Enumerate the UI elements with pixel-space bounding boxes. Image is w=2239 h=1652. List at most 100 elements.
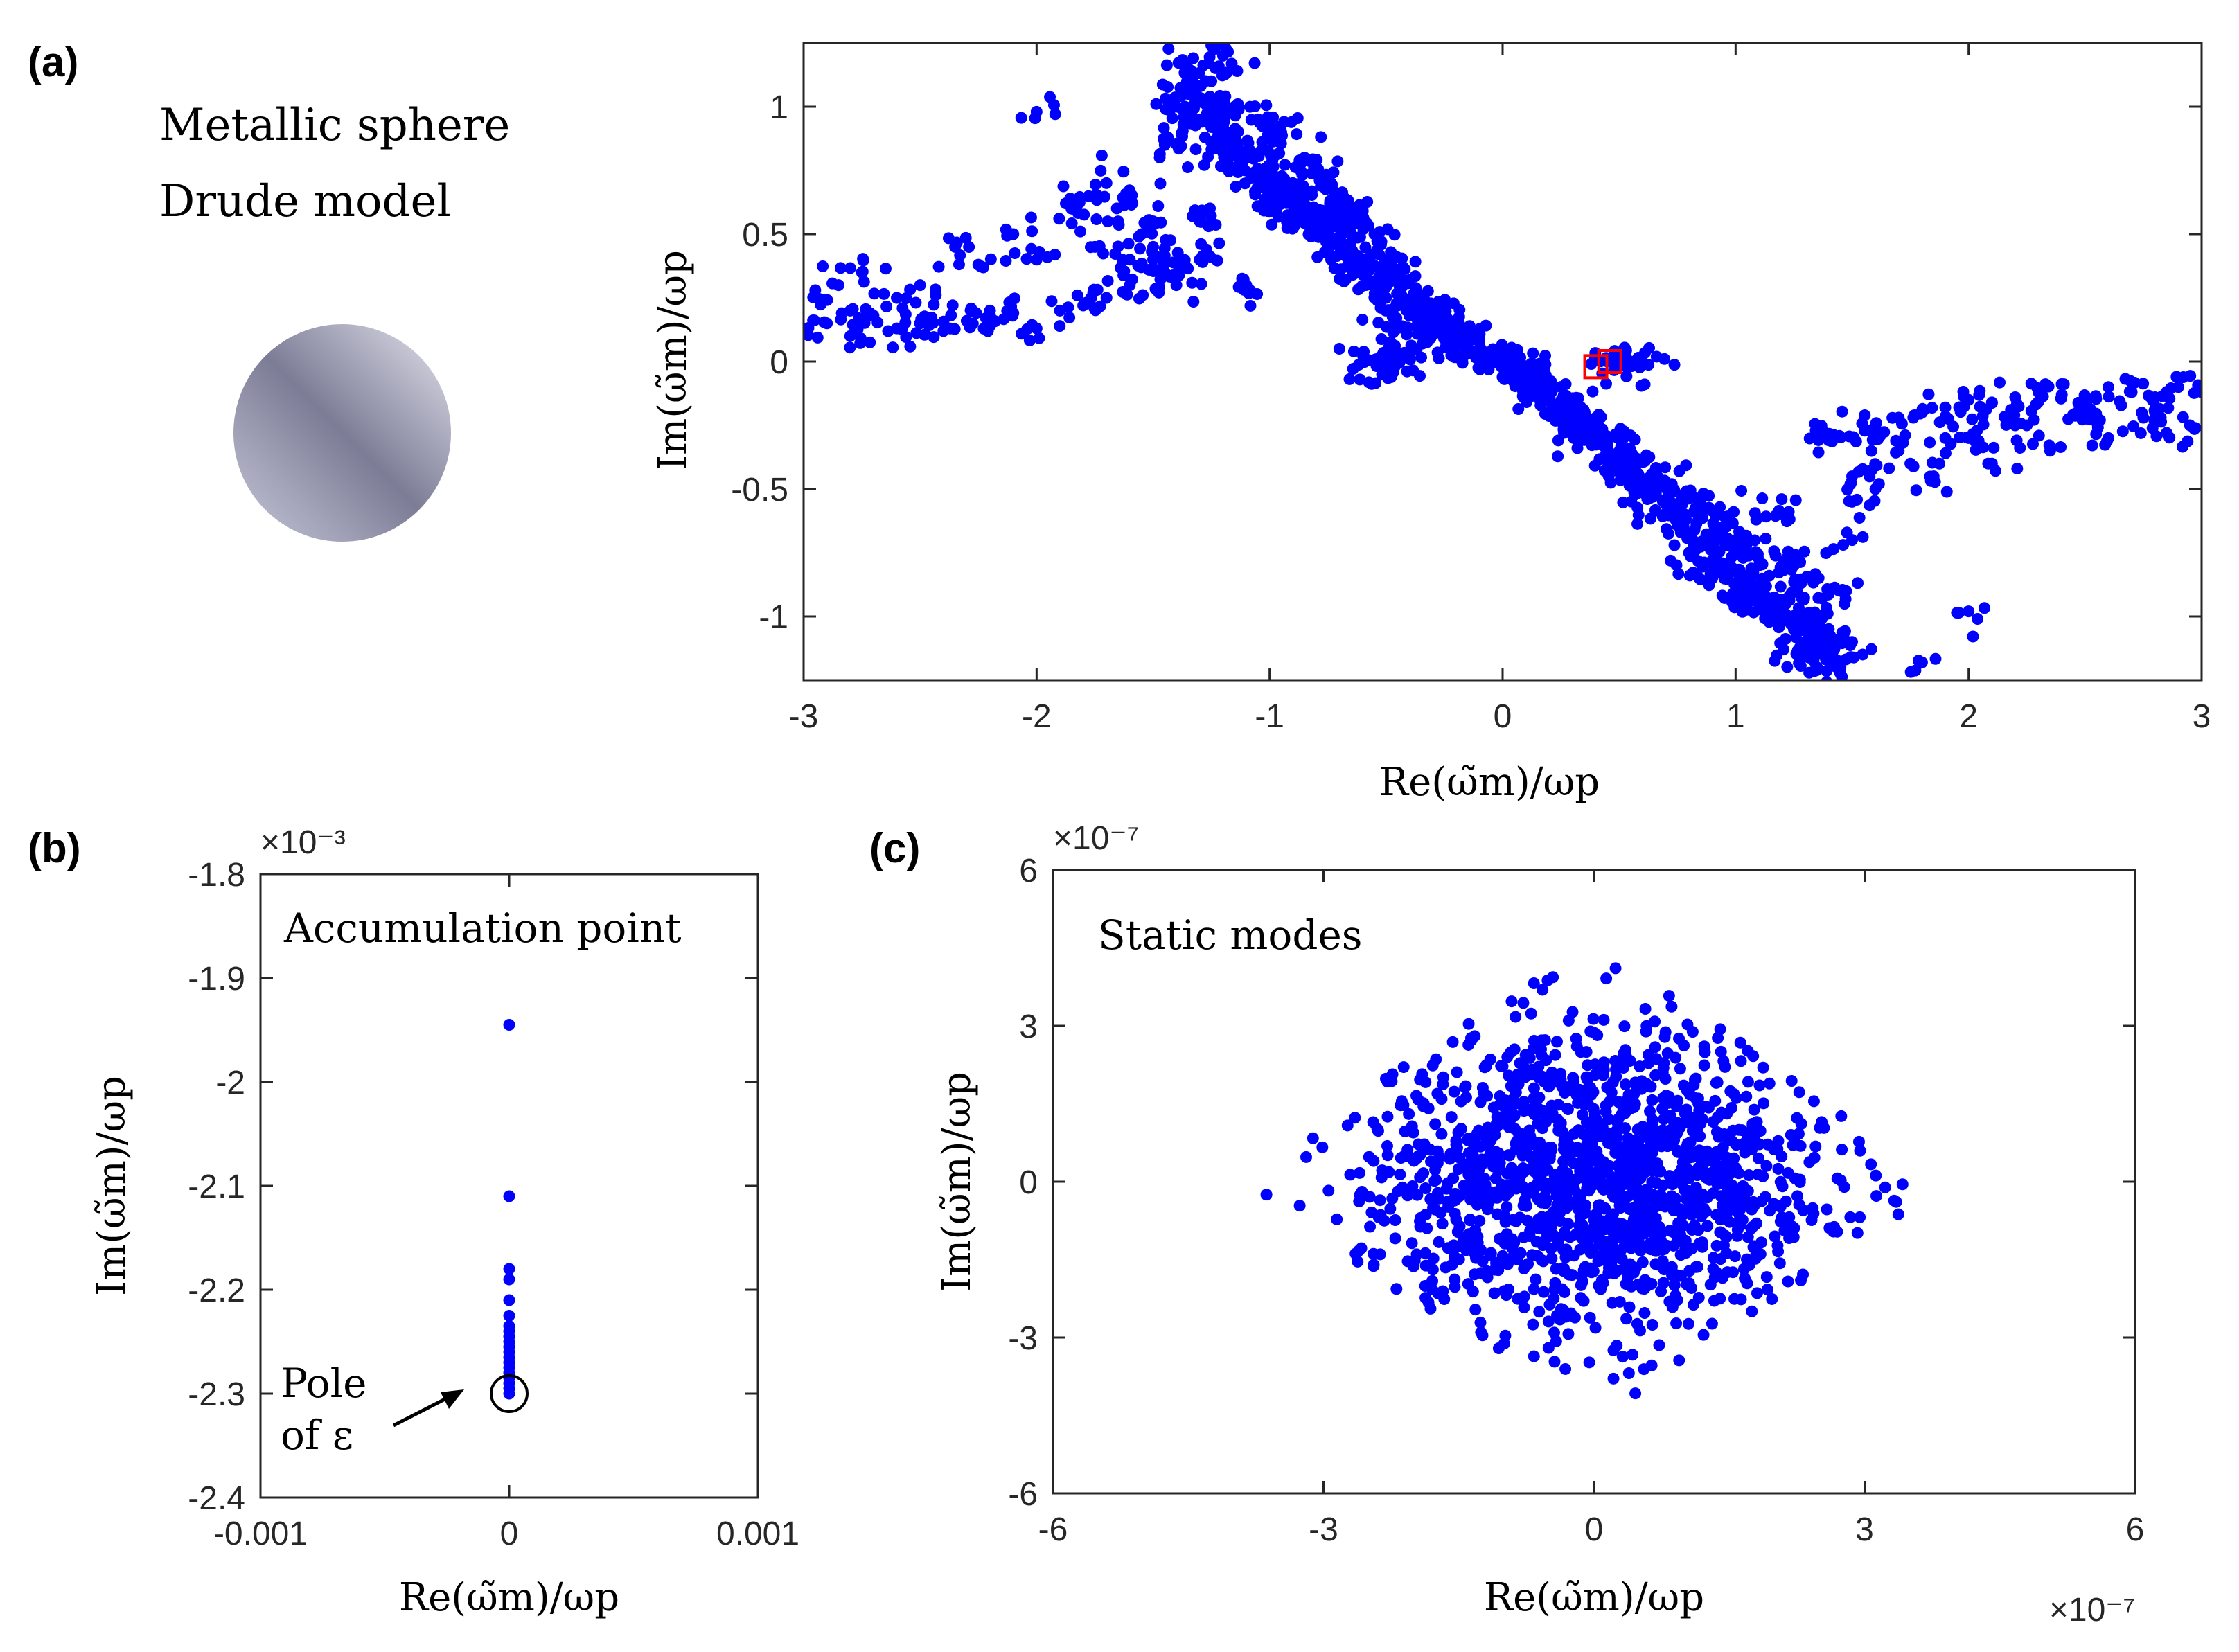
chart-a-point xyxy=(1388,349,1400,362)
chart-a-point xyxy=(1703,579,1715,592)
chart-c-point xyxy=(1663,990,1675,1002)
chart-c-point xyxy=(1627,1147,1639,1160)
chart-a-point xyxy=(1852,577,1864,589)
chart-c-point xyxy=(1543,1298,1556,1311)
chart-c-point xyxy=(1554,1207,1566,1219)
chart-c-point xyxy=(1583,1356,1595,1369)
chart-a-point xyxy=(1473,335,1485,348)
chart-a-point xyxy=(953,258,965,271)
chart-a-point xyxy=(1758,598,1770,610)
chart-c-point xyxy=(1463,1228,1476,1241)
chart-a-point xyxy=(1334,273,1346,285)
chart-a-ytick-label: 0.5 xyxy=(742,217,788,254)
chart-c-point xyxy=(1440,1261,1452,1274)
chart-a-point xyxy=(856,265,869,278)
chart-a-point xyxy=(1865,445,1877,457)
chart-c-point xyxy=(1462,1018,1475,1030)
chart-a-point xyxy=(1974,384,1986,397)
chart-a-point xyxy=(1219,43,1232,54)
chart-a-point xyxy=(1989,465,2001,477)
chart-a-point xyxy=(2043,439,2055,452)
chart-c-point xyxy=(1697,1158,1710,1171)
chart-a-point xyxy=(2055,378,2068,391)
chart-a-point xyxy=(1865,464,1877,477)
chart-c-point xyxy=(1463,1240,1476,1252)
chart-c-point xyxy=(1435,1093,1448,1105)
chart-a-point xyxy=(1266,218,1278,231)
chart-c-point xyxy=(1492,1264,1505,1277)
chart-c-point xyxy=(1406,1180,1419,1193)
chart-a-point xyxy=(1020,253,1033,265)
chart-a-point xyxy=(1774,561,1787,574)
chart-a-point xyxy=(1514,361,1527,373)
chart-a-point xyxy=(1834,432,1847,444)
chart-a-point xyxy=(1683,531,1696,543)
chart-c-point xyxy=(1559,1362,1572,1375)
chart-b-ytick-label: -2.1 xyxy=(188,1169,245,1205)
chart-c-point xyxy=(1487,1101,1500,1114)
chart-c-point xyxy=(1692,1121,1704,1134)
chart-c-ytick-label: -3 xyxy=(1008,1320,1038,1357)
chart-c-point xyxy=(1669,1289,1681,1302)
chart-a-point xyxy=(899,317,912,329)
chart-c-point xyxy=(1417,1100,1430,1112)
chart-a-point xyxy=(2184,370,2197,382)
chart-a-point xyxy=(1213,91,1225,104)
chart-a-point xyxy=(807,314,820,326)
chart-a-point xyxy=(1266,165,1278,177)
chart-a-point xyxy=(1305,231,1318,243)
chart-a-point xyxy=(1707,517,1719,530)
chart-a-point xyxy=(1093,240,1106,252)
chart-c-point xyxy=(1427,1252,1440,1265)
chart-c-point xyxy=(1679,1243,1692,1255)
chart-c-point xyxy=(1816,1116,1828,1128)
chart-a-point xyxy=(1388,319,1400,332)
chart-a-point xyxy=(1834,667,1846,680)
chart-c-point xyxy=(1649,1041,1661,1054)
chart-c-point xyxy=(1700,1101,1713,1113)
chart-c-point xyxy=(1408,1155,1420,1167)
chart-a-point xyxy=(1939,401,1952,414)
chart-c-point xyxy=(1786,1220,1798,1233)
chart-c-point xyxy=(1693,1237,1706,1250)
chart-a-point xyxy=(811,331,824,344)
chart-c-point xyxy=(1519,1193,1531,1206)
illustration-line-2: Drude model xyxy=(159,176,451,227)
chart-c-point xyxy=(1546,1099,1558,1112)
chart-c-point xyxy=(1498,1237,1511,1250)
chart-a-point xyxy=(1266,193,1278,205)
chart-a-point xyxy=(1907,460,1920,472)
chart-a-point xyxy=(847,319,859,331)
chart-c-point xyxy=(1616,1351,1629,1363)
chart-c-point xyxy=(1748,1103,1760,1116)
chart-a-point xyxy=(1117,199,1130,212)
chart-a-point xyxy=(910,296,922,309)
chart-a-point xyxy=(1789,608,1802,621)
chart-c-point xyxy=(1710,1076,1722,1089)
chart-c-point xyxy=(1546,1252,1558,1265)
chart-a-point xyxy=(1172,259,1185,272)
chart-a-point xyxy=(1315,179,1327,192)
chart-a-points xyxy=(804,43,2202,680)
chart-a-point xyxy=(807,291,820,303)
chart-a-xtick-label: -1 xyxy=(1255,698,1284,735)
chart-c-point xyxy=(1783,1232,1796,1245)
chart-c-point xyxy=(1510,1215,1522,1227)
chart-a-point xyxy=(1053,213,1065,225)
chart-b-xlabel: Re(ω̃m)/ωp xyxy=(399,1575,619,1620)
chart-c-point xyxy=(1728,1293,1741,1305)
chart-a-point xyxy=(1926,402,1938,414)
chart-c-point xyxy=(1609,1055,1622,1067)
chart-a-point xyxy=(1662,527,1674,540)
chart-c-point xyxy=(1528,1283,1540,1295)
chart-a-point xyxy=(1733,578,1746,590)
chart-c-point xyxy=(1805,1214,1818,1226)
chart-c-point xyxy=(1542,1142,1555,1155)
chart-a-point xyxy=(1413,370,1426,382)
chart-c-point xyxy=(1508,1043,1521,1056)
chart-c-point xyxy=(1623,1301,1636,1313)
chart-c-point xyxy=(1707,1187,1719,1199)
chart-a-point xyxy=(1816,592,1828,605)
chart-c-point xyxy=(1651,1165,1663,1178)
chart-c-point xyxy=(1392,1185,1404,1198)
